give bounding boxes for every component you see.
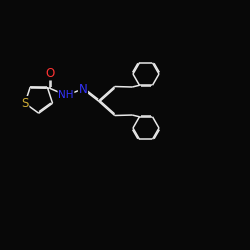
Text: S: S [21,97,29,110]
Text: O: O [45,67,54,80]
Text: N: N [78,82,87,96]
Text: NH: NH [58,90,74,100]
